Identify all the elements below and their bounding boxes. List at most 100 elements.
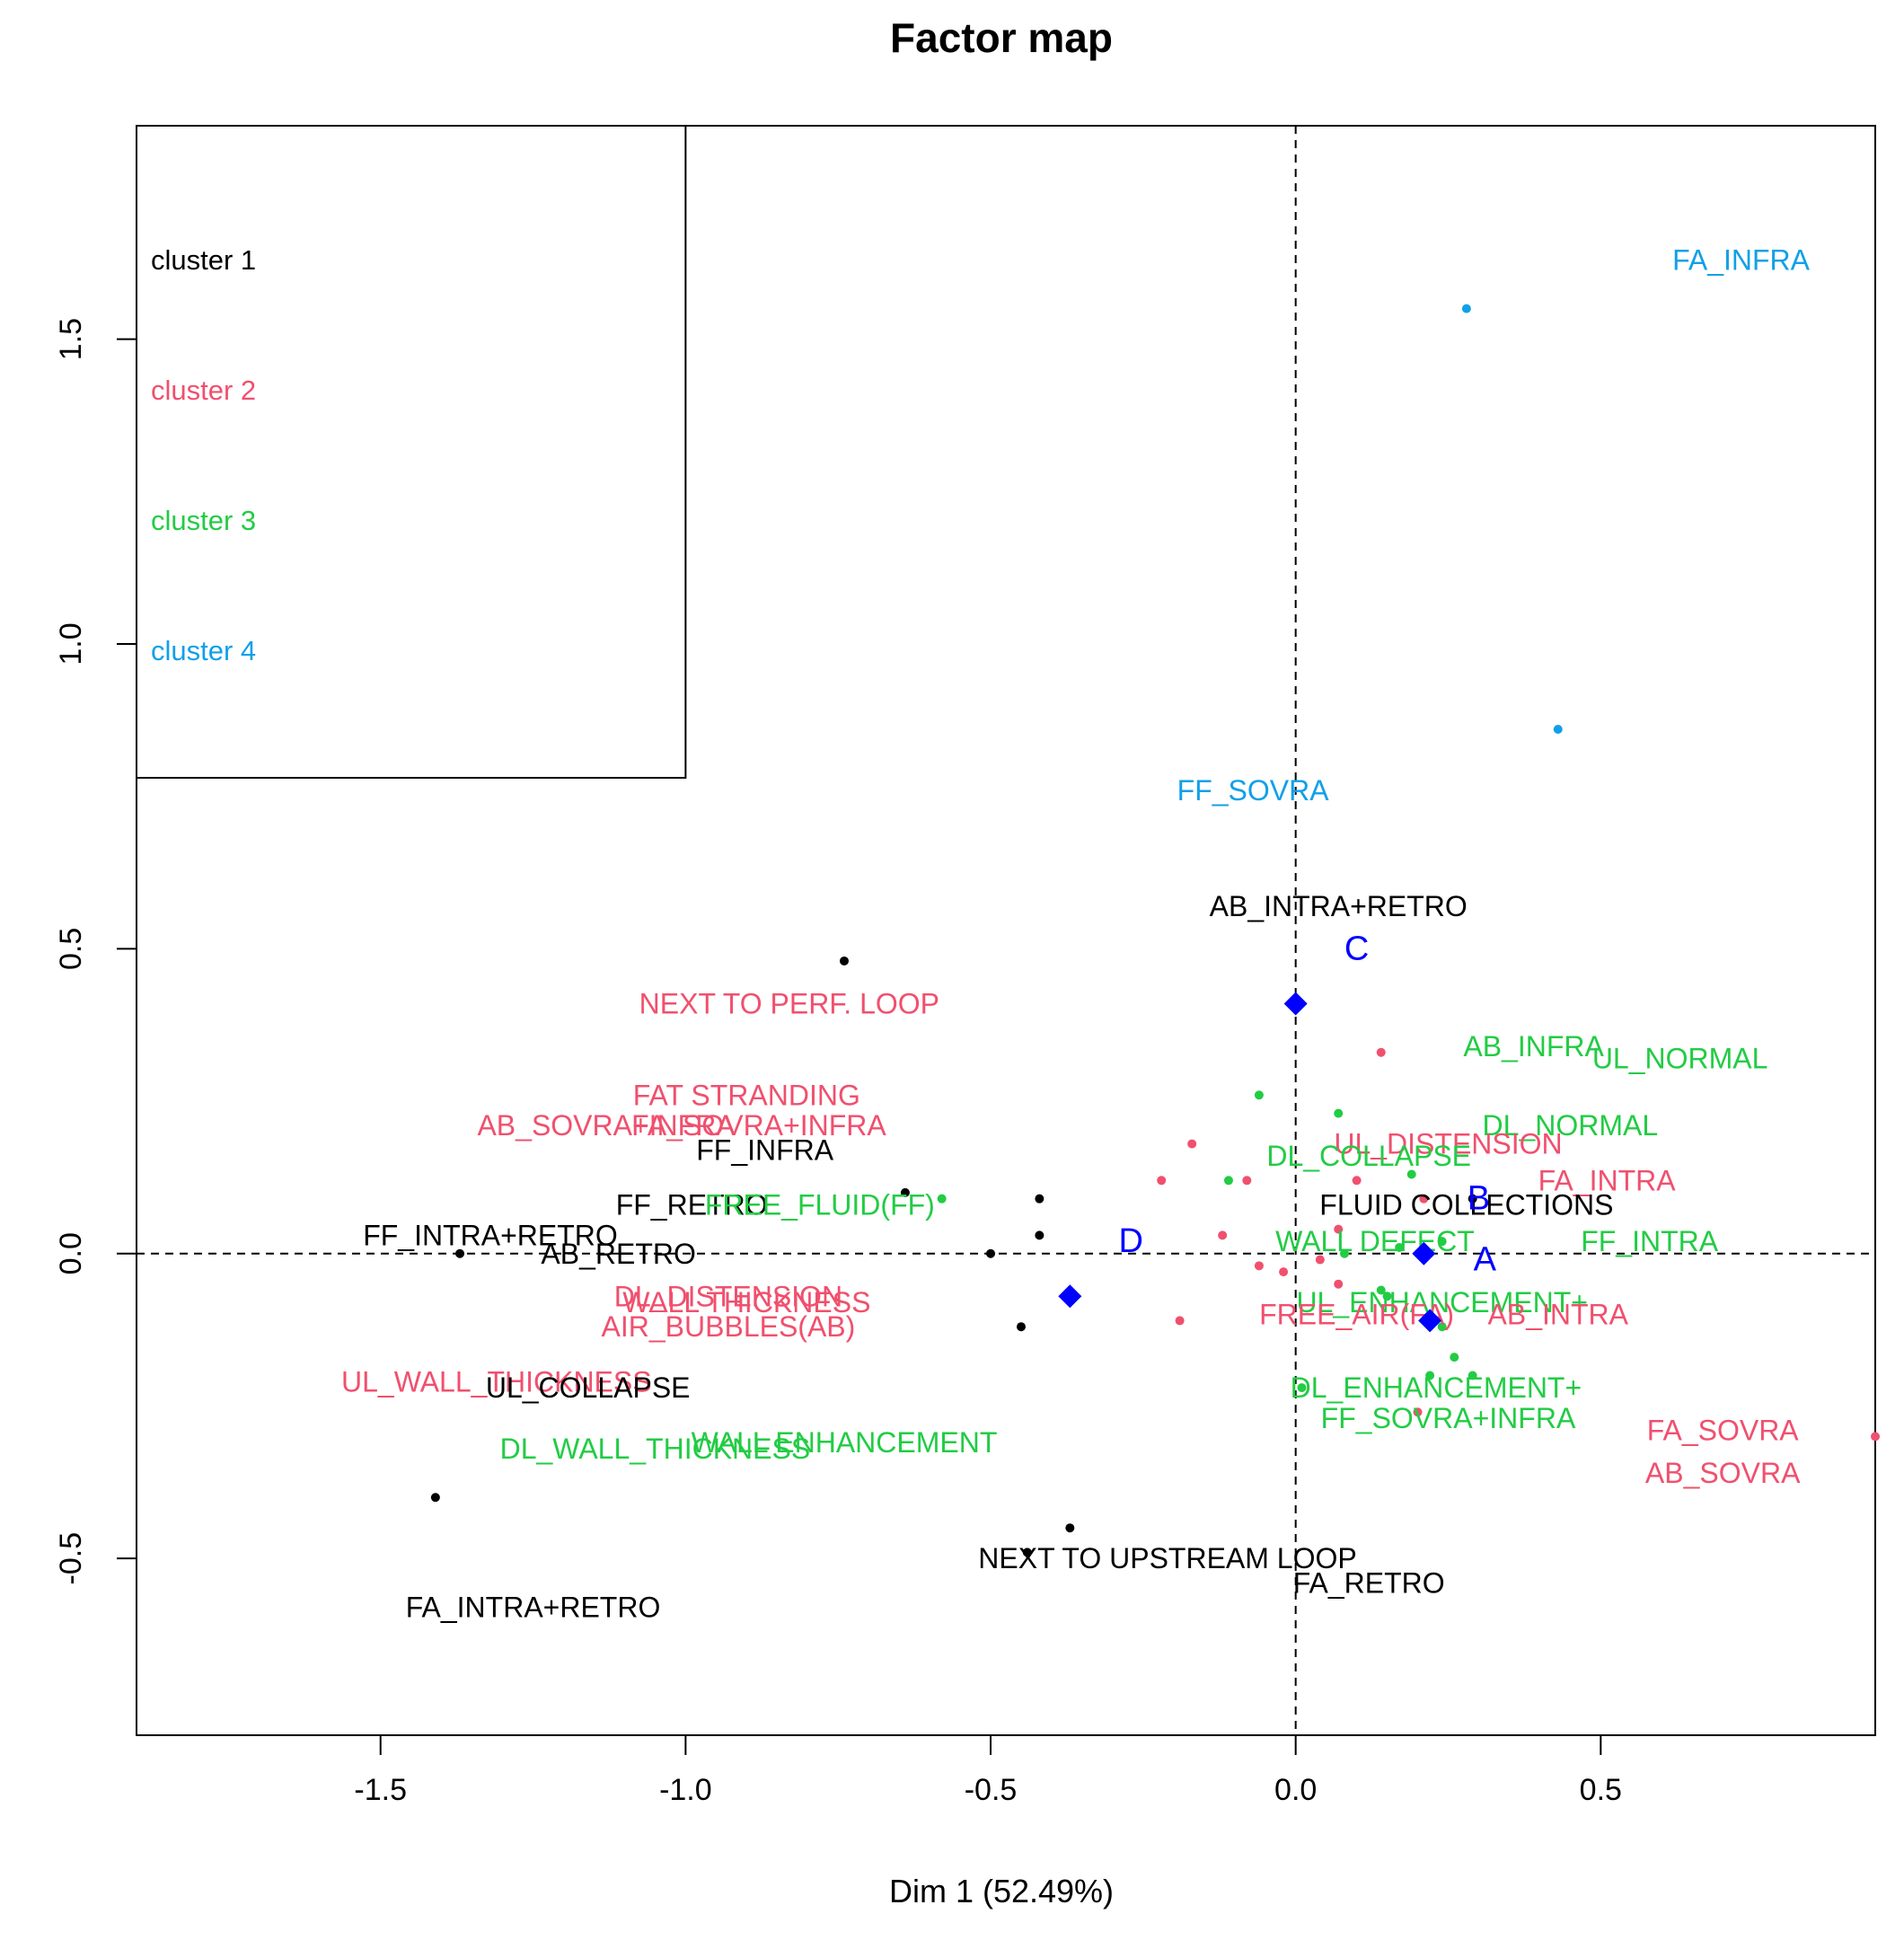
- centroid-label-b: B: [1468, 1180, 1490, 1218]
- label-wall-defect: WALL DEFECT: [1275, 1225, 1475, 1257]
- centroid-label-c: C: [1344, 930, 1369, 967]
- label-wall-thickness: WALL THICKNESS: [622, 1286, 870, 1318]
- label-ab-retro: AB_RETRO: [541, 1238, 695, 1270]
- label-next-to-upstream-loop: NEXT TO UPSTREAM LOOP: [978, 1542, 1356, 1574]
- x-tick-label: 0.5: [1580, 1773, 1622, 1807]
- legend-entry-cluster-1: cluster 1: [151, 244, 256, 276]
- label-ul-collapse: UL_COLLAPSE: [486, 1371, 691, 1404]
- label-dl-enhancement: DL_ENHANCEMENT+: [1291, 1371, 1582, 1404]
- point-wall-defect: [1395, 1242, 1405, 1252]
- label-fa-intra-retro: FA_INTRA+RETRO: [406, 1591, 661, 1623]
- point-wall-thickness: [1315, 1255, 1325, 1265]
- point-ul-wall-thickness: [1279, 1267, 1289, 1277]
- label-free-fluid-ff: FREE_FLUID(FF): [705, 1188, 935, 1221]
- label-fa-infra: FA_INFRA: [1672, 243, 1811, 276]
- label-dl-wall-thickness: DL_WALL_THICKNESS: [500, 1433, 811, 1465]
- label-air-bubbles-ab: AIR_BUBBLES(AB): [602, 1310, 856, 1343]
- cluster-centroids: AB C D: [1058, 930, 1497, 1333]
- centroid-a: [1418, 1309, 1442, 1333]
- label-wall-enhancement: WALL ENHANCEMENT: [692, 1426, 998, 1459]
- y-tick-label: 1.0: [54, 622, 88, 665]
- label-dl-normal: DL_NORMAL: [1483, 1109, 1659, 1142]
- label-fa-sovra-infra: FA_SOVRA+INFRA: [631, 1109, 886, 1142]
- legend: cluster 1 cluster 2 cluster 3 cluster 4: [137, 126, 687, 779]
- point-ul-distension: [1352, 1176, 1362, 1186]
- point-next-to-perf-loop: [1376, 1047, 1386, 1057]
- label-ff-intra: FF_INTRA: [1581, 1225, 1719, 1257]
- point-air-bubbles-ab: [1254, 1261, 1264, 1271]
- label-ab-sovra: AB_SOVRA: [1645, 1457, 1801, 1489]
- label-fluid-collections: FLUID COLLECTIONS: [1319, 1188, 1613, 1221]
- label-ff-sovra-infra: FF_SOVRA+INFRA: [1321, 1402, 1576, 1434]
- x-tick-label: -1.0: [659, 1773, 712, 1807]
- centroid-label-d: D: [1119, 1222, 1143, 1260]
- point-ab-intra: [1334, 1279, 1344, 1289]
- plot-area: FA_INFRA FF_SOVRA AB_INTRA+RETRO NEXT TO PE…: [136, 125, 1880, 1736]
- point-ff-retro: [1035, 1194, 1045, 1204]
- point-ff-sovra-infra: [1468, 1371, 1477, 1380]
- point-cluster-3: [1382, 1292, 1392, 1301]
- point-fa-sovra: [1413, 1407, 1423, 1417]
- label-ab-intra: AB_INTRA: [1488, 1299, 1629, 1331]
- point-ff-sovra: [1553, 725, 1563, 734]
- point-ff-intra: [1437, 1237, 1447, 1247]
- point-dl-wall-thickness: [1437, 1322, 1447, 1332]
- centroid-label-a: A: [1474, 1241, 1497, 1279]
- legend-box: [137, 126, 687, 779]
- label-fat-stranding: FAT STRANDING: [633, 1079, 860, 1111]
- label-dl-distension: DL_DISTENSION: [614, 1280, 842, 1312]
- label-dl-collapse: DL_COLLAPSE: [1266, 1140, 1471, 1172]
- legend-entry-cluster-4: cluster 4: [151, 635, 256, 666]
- y-tick-label: 1.5: [54, 318, 88, 360]
- point-cluster-3: [1425, 1371, 1435, 1380]
- legend-entry-cluster-2: cluster 2: [151, 375, 256, 406]
- point-next-to-upstream-loop: [1065, 1523, 1075, 1533]
- label-ff-infra: FF_INFRA: [696, 1133, 834, 1166]
- point-ab-sovra-infra: [1157, 1176, 1167, 1186]
- label-ff-intra-retro: FF_INTRA+RETRO: [363, 1219, 618, 1251]
- x-axis-label: Dim 1 (52.49%): [889, 1873, 1114, 1909]
- point-ab-retro: [1035, 1230, 1045, 1240]
- data-points: [430, 304, 1880, 1557]
- point-ul-collapse: [986, 1248, 996, 1258]
- centroid-b: [1412, 1241, 1436, 1265]
- centroid-c: [1283, 992, 1308, 1016]
- chart-title: Factor map: [890, 14, 1113, 61]
- x-tick-label: -0.5: [965, 1773, 1018, 1807]
- point-fa-infra: [1461, 304, 1471, 313]
- label-fa-sovra: FA_SOVRA: [1647, 1415, 1800, 1447]
- point-dl-distension: [1218, 1230, 1228, 1240]
- label-ff-retro: FF_RETRO: [616, 1188, 768, 1221]
- point-ul-enhancement: [1376, 1285, 1386, 1295]
- point-ul-normal: [1254, 1090, 1264, 1100]
- point-labels: FA_INFRA FF_SOVRA AB_INTRA+RETRO NEXT TO PE…: [341, 243, 1811, 1623]
- point-ab-infra: [1334, 1108, 1344, 1118]
- point-ff-intra-retro: [455, 1248, 465, 1258]
- point-dl-normal: [1406, 1169, 1416, 1179]
- label-fa-retro: FA_RETRO: [1293, 1566, 1445, 1599]
- y-axis: -0.5 0.0 0.5 1.0 1.5: [54, 318, 137, 1584]
- point-fa-sovra-infra: [1242, 1176, 1252, 1186]
- point-fa-retro: [1022, 1548, 1032, 1557]
- point-ff-infra: [900, 1187, 910, 1197]
- point-cluster-2: [1334, 1224, 1344, 1234]
- label-fa-intra: FA_INTRA: [1538, 1164, 1677, 1196]
- point-free-fluid-ff: [937, 1194, 947, 1204]
- label-free-air-fa: FREE_AIR(FA): [1259, 1299, 1454, 1331]
- x-tick-label: -1.5: [354, 1773, 407, 1807]
- label-ul-normal: UL_NORMAL: [1592, 1043, 1768, 1075]
- point-dl-collapse: [1223, 1176, 1233, 1186]
- point-fluid-collections: [1468, 1194, 1477, 1204]
- y-tick-label: 0.5: [54, 928, 88, 970]
- label-ab-infra: AB_INFRA: [1463, 1030, 1604, 1063]
- point-dl-enhancement: [1450, 1353, 1459, 1362]
- legend-entries: cluster 1 cluster 2 cluster 3 cluster 4: [151, 244, 256, 666]
- y-tick-label: 0.0: [54, 1232, 88, 1274]
- label-ab-sovra-infra: AB_SOVRA+INFRA: [477, 1109, 736, 1142]
- point-cluster-1: [1016, 1322, 1026, 1332]
- label-next-to-perf-loop: NEXT TO PERF. LOOP: [639, 987, 939, 1019]
- centroid-d: [1058, 1284, 1082, 1309]
- x-tick-label: 0.0: [1274, 1773, 1317, 1807]
